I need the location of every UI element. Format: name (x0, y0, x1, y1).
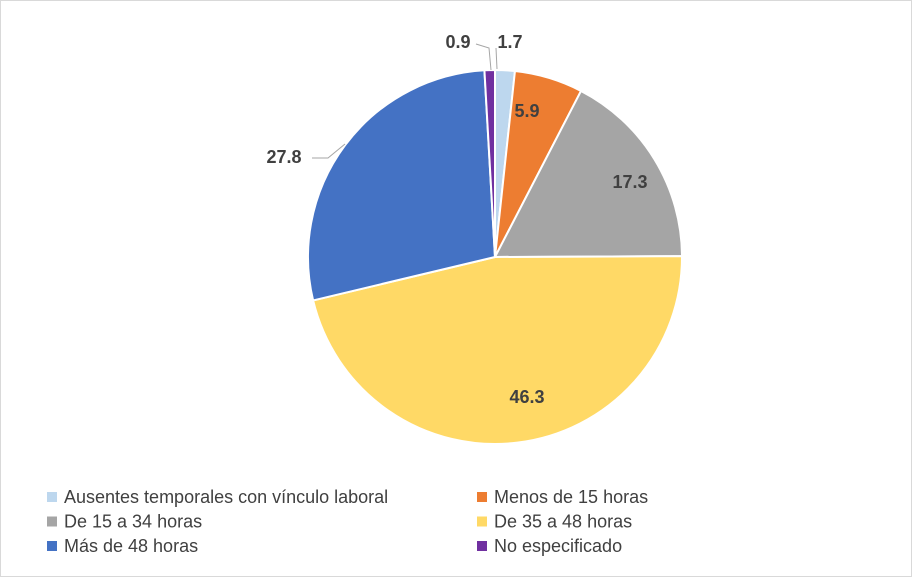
legend-label: De 15 a 34 horas (64, 511, 202, 531)
pie-slice (307, 69, 497, 302)
legend-swatch (477, 492, 487, 502)
leader-line (312, 143, 346, 159)
legend-swatch (477, 516, 487, 527)
data-label: 17.3 (612, 172, 647, 192)
pie-slice (311, 255, 683, 445)
data-label: 0.9 (445, 32, 470, 52)
pie-slice (483, 68, 496, 258)
data-label: 1.7 (497, 32, 522, 52)
legend-swatch (47, 492, 57, 502)
legend-label: No especificado (494, 536, 622, 556)
legend-label: Menos de 15 horas (494, 487, 648, 507)
data-label: 46.3 (509, 387, 544, 407)
legend-label: Más de 48 horas (64, 536, 198, 556)
data-label: 27.8 (266, 147, 301, 167)
legend-swatch (47, 541, 57, 551)
leader-line (475, 43, 492, 71)
legend-swatch (477, 541, 487, 551)
legend-swatch (47, 516, 57, 527)
data-label: 5.9 (514, 101, 539, 121)
leader-line (495, 47, 498, 70)
pie-slice (493, 89, 684, 259)
legend-label: Ausentes temporales con vínculo laboral (64, 487, 388, 507)
legend-label: De 35 a 48 horas (494, 511, 632, 531)
